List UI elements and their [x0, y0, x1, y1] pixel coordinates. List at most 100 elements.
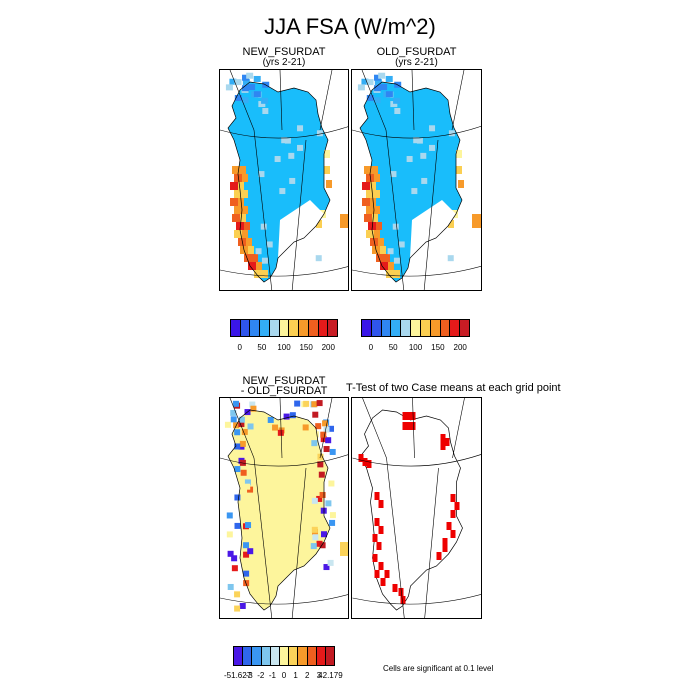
- land-cell: [458, 180, 464, 188]
- land-cell: [244, 254, 252, 262]
- panel1-subtitle: (yrs 2-21): [262, 57, 306, 68]
- difference-cell: [226, 531, 233, 538]
- fsa-colorbar-right-swatch: [420, 320, 431, 336]
- land-cell: [385, 91, 393, 98]
- difference-cell: [247, 548, 254, 555]
- difference-cell: [243, 542, 250, 549]
- colorbar-tick-label: 2: [304, 671, 310, 680]
- difference-cell: [250, 405, 257, 412]
- fsa-colorbar-right-swatch: [440, 320, 451, 336]
- land-cell: [262, 108, 269, 115]
- old-fsurdat-map: [351, 69, 482, 291]
- map-canvas: [352, 398, 481, 618]
- significant-cell: [406, 422, 412, 430]
- difference-colorbar-swatch: [270, 647, 280, 665]
- difference-cell: [238, 421, 245, 428]
- fsa-colorbar-left-ticks: 0 50 100 150 200: [230, 343, 338, 353]
- land-cell: [261, 257, 268, 264]
- land-cell: [387, 248, 394, 255]
- land-cell: [248, 84, 256, 91]
- significant-cell: [372, 554, 378, 562]
- difference-cell: [241, 428, 248, 435]
- land-cell: [362, 182, 370, 190]
- difference-colorbar-swatch: [243, 647, 253, 665]
- difference-cell: [319, 542, 326, 549]
- land-cell: [390, 101, 398, 108]
- difference-cell: [316, 400, 323, 407]
- colorbar-tick-label: 200: [453, 343, 467, 352]
- difference-cell: [234, 522, 241, 529]
- land-cell: [374, 79, 382, 86]
- difference-cell: [329, 448, 336, 455]
- land-cell: [378, 72, 386, 79]
- significant-cell: [440, 434, 446, 442]
- significant-cell: [374, 570, 380, 578]
- land-cell: [370, 182, 376, 190]
- land-cell: [472, 214, 481, 228]
- fsa-colorbar-left-swatch: [318, 320, 329, 336]
- land-cell: [258, 171, 265, 178]
- difference-cell: [294, 400, 301, 407]
- land-cell: [234, 174, 242, 182]
- land-cell: [326, 180, 332, 188]
- significant-cell: [450, 510, 456, 518]
- graticule-line: [229, 398, 255, 459]
- colorbar-tick-label: -3: [245, 671, 253, 680]
- land-cell: [297, 144, 304, 151]
- colorbar-tick-label: 50: [257, 343, 267, 352]
- difference-colorbar-swatch: [252, 647, 262, 665]
- difference-colorbar-swatch: [298, 647, 308, 665]
- graticule-line: [352, 454, 481, 467]
- land-cell: [394, 108, 401, 115]
- difference-cell: [283, 413, 290, 420]
- significant-cell: [374, 518, 380, 526]
- land-cell: [324, 166, 330, 174]
- land-cell: [234, 230, 242, 238]
- fsa-colorbar-right-swatch: [381, 320, 392, 336]
- difference-cell: [245, 522, 252, 529]
- land-cell: [281, 137, 288, 144]
- difference-cell: [302, 424, 309, 431]
- difference-cell: [289, 412, 296, 419]
- diff-title-line2: - OLD_FSURDAT: [240, 385, 328, 397]
- land-cell: [254, 270, 262, 278]
- fsa-colorbar-right-swatch: [371, 320, 382, 336]
- land-cell: [366, 190, 374, 198]
- land-cell: [316, 220, 322, 228]
- land-cell: [372, 214, 378, 222]
- difference-cell: [243, 551, 250, 558]
- land-cell: [234, 94, 242, 101]
- graticule-line: [424, 467, 439, 618]
- land-cell: [388, 262, 394, 270]
- difference-cell: [230, 409, 237, 416]
- fsa-colorbar-right-swatch: [450, 320, 461, 336]
- land-cell: [385, 75, 393, 82]
- land-cell: [406, 156, 413, 163]
- land-cell: [393, 257, 400, 264]
- land-cell: [297, 125, 304, 132]
- land-cell: [232, 166, 240, 174]
- significant-cell: [400, 596, 406, 604]
- difference-cell: [224, 421, 231, 428]
- land-cell: [241, 97, 249, 104]
- land-cell: [448, 220, 454, 228]
- map-canvas: [220, 70, 348, 290]
- colorbar-tick-label: 150: [299, 343, 313, 352]
- difference-cell: [312, 411, 319, 418]
- fsa-colorbar-right-swatch: [411, 320, 421, 336]
- land-cell: [260, 223, 267, 230]
- land-cell: [456, 150, 462, 158]
- land-cell: [374, 85, 382, 92]
- difference-cell: [240, 465, 247, 472]
- difference-cell: [329, 512, 336, 519]
- significant-cell: [406, 412, 412, 420]
- graticule-line: [352, 265, 481, 277]
- difference-cell: [234, 466, 241, 473]
- difference-cell: [267, 416, 274, 423]
- fsa-colorbar-left-swatch: [250, 320, 261, 336]
- difference-cell: [311, 401, 318, 408]
- land-cell: [429, 144, 436, 151]
- difference-colorbar-ticks: -51.627 -3 -2 -1 0 1 2 3 42.179: [224, 671, 343, 681]
- fsa-colorbar-left-swatch: [260, 320, 270, 336]
- panel1-title: NEW_FSURDAT: [242, 46, 326, 58]
